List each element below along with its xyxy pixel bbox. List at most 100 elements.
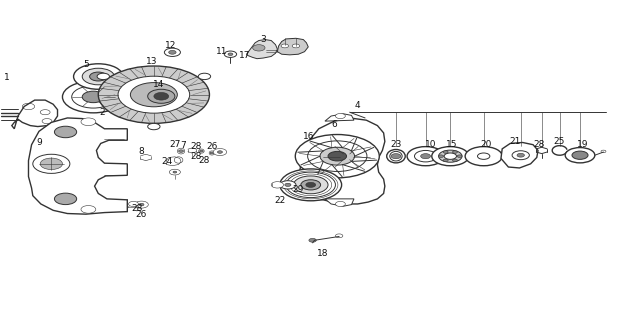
Text: 17: 17 bbox=[239, 51, 251, 60]
Text: 14: 14 bbox=[152, 80, 164, 89]
Circle shape bbox=[320, 147, 355, 165]
Circle shape bbox=[63, 81, 124, 113]
Circle shape bbox=[292, 44, 300, 48]
Text: 9: 9 bbox=[36, 138, 42, 147]
Circle shape bbox=[572, 151, 588, 159]
Polygon shape bbox=[325, 114, 354, 121]
Circle shape bbox=[131, 83, 177, 107]
Circle shape bbox=[465, 147, 502, 166]
Circle shape bbox=[601, 150, 606, 153]
Circle shape bbox=[335, 114, 345, 119]
Text: 23: 23 bbox=[390, 140, 402, 149]
Circle shape bbox=[97, 73, 110, 80]
Circle shape bbox=[72, 86, 115, 108]
Circle shape bbox=[129, 201, 139, 206]
Circle shape bbox=[309, 238, 316, 242]
Circle shape bbox=[439, 150, 462, 162]
Circle shape bbox=[54, 193, 77, 204]
Text: 7: 7 bbox=[181, 141, 186, 150]
Circle shape bbox=[439, 155, 444, 157]
Circle shape bbox=[443, 159, 448, 162]
Text: 18: 18 bbox=[318, 249, 329, 258]
Circle shape bbox=[33, 154, 70, 173]
Circle shape bbox=[54, 126, 77, 138]
Circle shape bbox=[328, 151, 347, 161]
Text: 16: 16 bbox=[303, 132, 314, 140]
Circle shape bbox=[565, 148, 595, 163]
Circle shape bbox=[415, 150, 437, 162]
Circle shape bbox=[457, 155, 462, 157]
Polygon shape bbox=[246, 40, 277, 59]
Circle shape bbox=[98, 66, 209, 123]
Circle shape bbox=[118, 76, 189, 113]
Circle shape bbox=[421, 154, 431, 159]
Text: 22: 22 bbox=[274, 196, 285, 205]
Circle shape bbox=[280, 169, 342, 201]
Text: 28: 28 bbox=[199, 156, 210, 165]
Circle shape bbox=[391, 154, 401, 159]
Circle shape bbox=[293, 176, 328, 194]
Circle shape bbox=[443, 151, 448, 153]
Circle shape bbox=[306, 182, 316, 188]
Circle shape bbox=[210, 152, 214, 154]
Text: 26: 26 bbox=[206, 142, 218, 151]
Text: 21: 21 bbox=[509, 137, 520, 146]
Circle shape bbox=[173, 171, 176, 173]
Circle shape bbox=[285, 183, 291, 187]
Text: 28: 28 bbox=[131, 204, 142, 213]
Circle shape bbox=[198, 73, 210, 80]
Polygon shape bbox=[167, 157, 181, 166]
Text: 1: 1 bbox=[4, 73, 10, 82]
Circle shape bbox=[81, 118, 96, 125]
Circle shape bbox=[81, 205, 96, 213]
Polygon shape bbox=[325, 199, 354, 206]
Circle shape bbox=[148, 123, 160, 130]
Circle shape bbox=[139, 203, 144, 206]
Polygon shape bbox=[28, 118, 128, 214]
Polygon shape bbox=[300, 118, 385, 204]
Circle shape bbox=[135, 201, 149, 208]
Text: 25: 25 bbox=[553, 137, 565, 146]
Text: 10: 10 bbox=[425, 140, 436, 149]
Circle shape bbox=[335, 234, 343, 238]
Text: 2: 2 bbox=[100, 108, 105, 117]
Polygon shape bbox=[277, 38, 308, 55]
Text: 8: 8 bbox=[139, 147, 144, 156]
Circle shape bbox=[512, 151, 529, 160]
Text: 28: 28 bbox=[190, 152, 202, 161]
Text: 24: 24 bbox=[162, 157, 173, 166]
Circle shape bbox=[165, 48, 180, 56]
Circle shape bbox=[432, 147, 469, 166]
Text: 13: 13 bbox=[146, 57, 158, 66]
Circle shape bbox=[335, 201, 345, 206]
Text: 5: 5 bbox=[83, 60, 89, 69]
Circle shape bbox=[213, 148, 227, 156]
Circle shape bbox=[90, 72, 107, 81]
Circle shape bbox=[253, 45, 265, 51]
Circle shape bbox=[452, 151, 457, 153]
Text: 11: 11 bbox=[216, 47, 228, 56]
Text: 15: 15 bbox=[446, 140, 457, 149]
Circle shape bbox=[271, 182, 284, 188]
Circle shape bbox=[295, 134, 379, 178]
Text: 4: 4 bbox=[355, 101, 360, 110]
Circle shape bbox=[517, 153, 524, 157]
Text: 3: 3 bbox=[261, 35, 266, 44]
Polygon shape bbox=[501, 142, 538, 168]
Circle shape bbox=[40, 158, 63, 170]
Circle shape bbox=[280, 181, 296, 189]
Circle shape bbox=[452, 159, 457, 162]
Circle shape bbox=[281, 44, 288, 48]
Circle shape bbox=[322, 144, 371, 170]
Circle shape bbox=[444, 153, 456, 159]
Text: 20: 20 bbox=[480, 140, 492, 149]
Circle shape bbox=[331, 149, 362, 165]
Circle shape bbox=[154, 92, 169, 100]
Circle shape bbox=[224, 51, 236, 57]
Circle shape bbox=[169, 50, 176, 54]
Circle shape bbox=[148, 89, 175, 103]
Text: 26: 26 bbox=[136, 210, 147, 219]
Circle shape bbox=[228, 53, 233, 55]
Circle shape bbox=[178, 150, 183, 152]
Circle shape bbox=[199, 150, 203, 152]
